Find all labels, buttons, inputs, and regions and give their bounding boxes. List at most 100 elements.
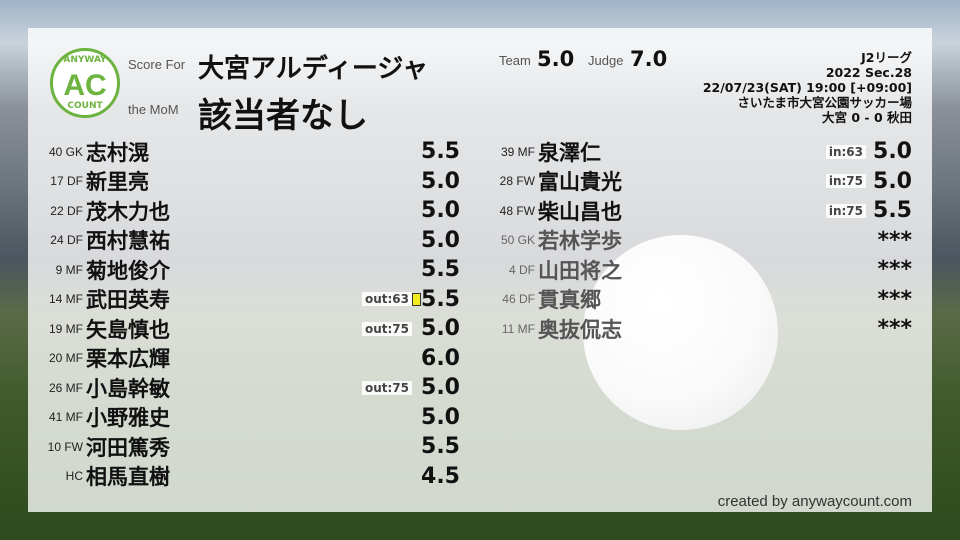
player-row: 24 DF 西村慧祐 5.0 bbox=[36, 226, 460, 255]
player-row: 48 FW 柴山昌也 5.5 in:75 bbox=[488, 196, 912, 225]
player-row: 22 DF 茂木力也 5.0 bbox=[36, 196, 460, 225]
player-number-position: 19 MF bbox=[48, 321, 83, 336]
player-score: 5.0 bbox=[421, 316, 460, 341]
player-number-position: 40 GK bbox=[48, 144, 83, 159]
player-score: *** bbox=[877, 316, 912, 341]
mom-value: 該当者なし bbox=[198, 96, 368, 136]
judge-score: 7.0 bbox=[630, 47, 668, 71]
player-score: 6.0 bbox=[421, 345, 460, 371]
player-row: 41 MF 小野雅史 5.0 bbox=[36, 403, 460, 432]
player-name: 茂木力也 bbox=[86, 199, 170, 224]
player-name: 富山貴光 bbox=[538, 170, 622, 194]
player-score: 5.5 bbox=[421, 139, 460, 164]
player-row: 9 MF 菊地俊介 5.5 bbox=[36, 255, 460, 284]
player-score: 5.0 bbox=[421, 168, 460, 194]
player-name: 栗本広輝 bbox=[86, 347, 170, 371]
player-name: 矢島慎也 bbox=[86, 317, 170, 342]
player-name: 貫真郷 bbox=[538, 288, 601, 312]
player-number-position: 22 DF bbox=[50, 203, 83, 218]
player-name: 泉澤仁 bbox=[538, 140, 601, 165]
player-name: 奥抜侃志 bbox=[538, 317, 622, 342]
player-row: 46 DF 貫真郷 *** bbox=[488, 285, 912, 314]
player-row: 50 GK 若林学歩 *** bbox=[488, 226, 912, 255]
substitution-tag: out:75 bbox=[361, 380, 412, 395]
player-score: 4.5 bbox=[421, 463, 460, 489]
logo-center-text: AC bbox=[63, 69, 107, 102]
player-score: 5.0 bbox=[873, 139, 912, 164]
player-row: 14 MF 武田英寿 5.5 out:63 bbox=[36, 285, 460, 314]
player-row: 20 MF 栗本広輝 6.0 bbox=[36, 344, 460, 373]
team-label: Team bbox=[499, 53, 531, 68]
logo-top-text: ANYWAY bbox=[63, 55, 107, 65]
player-row: 40 GK 志村滉 5.5 bbox=[36, 137, 460, 166]
player-number-position: 11 MF bbox=[501, 321, 535, 336]
substitution-tag: out:63 bbox=[361, 292, 412, 306]
player-row: 11 MF 奥抜侃志 *** bbox=[488, 314, 912, 343]
substitution-tag: in:75 bbox=[825, 174, 866, 188]
player-name: 小野雅史 bbox=[86, 406, 170, 430]
player-number-position: 46 DF bbox=[502, 292, 535, 306]
team-name: 大宮アルディージャ bbox=[198, 54, 429, 84]
player-row: 19 MF 矢島慎也 5.0 out:75 bbox=[36, 314, 460, 343]
player-score: 5.5 bbox=[873, 198, 912, 223]
player-name: 小島幹敏 bbox=[86, 376, 170, 401]
substitution-tag: in:75 bbox=[825, 203, 866, 218]
player-score: *** bbox=[877, 257, 912, 282]
match-info: J2リーグ 2022 Sec.28 22/07/23(SAT) 19:00 [+… bbox=[703, 50, 912, 125]
player-name: 相馬直樹 bbox=[86, 465, 170, 489]
datetime: 22/07/23(SAT) 19:00 [+09:00] bbox=[702, 80, 912, 95]
player-row: 39 MF 泉澤仁 5.0 in:63 bbox=[488, 137, 912, 166]
player-row: HC 相馬直樹 4.5 bbox=[36, 462, 460, 491]
league: J2リーグ bbox=[861, 50, 912, 65]
player-number-position: 48 FW bbox=[499, 203, 535, 218]
logo-bottom-text: COUNT bbox=[67, 101, 103, 111]
player-number-position: 10 FW bbox=[47, 439, 83, 454]
player-number-position: 28 FW bbox=[499, 174, 535, 188]
rating-panel bbox=[28, 28, 932, 512]
player-score: 5.0 bbox=[421, 375, 460, 400]
player-row: 10 FW 河田篤秀 5.5 bbox=[36, 432, 460, 461]
player-name: 河田篤秀 bbox=[86, 435, 170, 460]
player-number-position: 14 MF bbox=[48, 292, 83, 306]
result: 大宮 0 - 0 秋田 bbox=[822, 110, 912, 125]
player-score: *** bbox=[877, 286, 912, 312]
player-name: 新里亮 bbox=[86, 170, 149, 194]
player-number-position: HC bbox=[65, 469, 83, 483]
player-number-position: 17 DF bbox=[50, 174, 83, 188]
section: 2022 Sec.28 bbox=[825, 65, 912, 80]
player-score: 5.0 bbox=[421, 198, 460, 223]
player-number-position: 39 MF bbox=[500, 144, 535, 159]
player-score: 5.0 bbox=[421, 404, 460, 430]
player-score: 5.5 bbox=[421, 257, 460, 282]
player-score: *** bbox=[877, 227, 912, 253]
judge-label: Judge bbox=[588, 53, 624, 68]
player-score: 5.5 bbox=[421, 286, 460, 312]
substitution-tag: in:63 bbox=[825, 144, 866, 159]
player-number-position: 24 DF bbox=[50, 233, 83, 247]
player-score: 5.5 bbox=[421, 434, 460, 459]
player-number-position: 20 MF bbox=[48, 351, 83, 365]
player-row: 17 DF 新里亮 5.0 bbox=[36, 167, 460, 196]
player-name: 志村滉 bbox=[86, 140, 149, 165]
player-name: 西村慧祐 bbox=[86, 229, 170, 253]
player-number-position: 4 DF bbox=[508, 262, 535, 277]
player-name: 若林学歩 bbox=[538, 229, 622, 253]
player-name: 柴山昌也 bbox=[538, 199, 622, 224]
player-name: 菊地俊介 bbox=[86, 258, 170, 283]
mom-label: the MoM bbox=[128, 102, 179, 117]
team-score: 5.0 bbox=[537, 47, 575, 71]
player-score: 5.0 bbox=[421, 227, 460, 253]
player-number-position: 41 MF bbox=[48, 410, 83, 424]
score-for-label: Score For bbox=[128, 57, 186, 72]
player-row: 26 MF 小島幹敏 5.0 out:75 bbox=[36, 373, 460, 402]
substitution-tag: out:75 bbox=[361, 321, 412, 336]
player-name: 武田英寿 bbox=[86, 288, 170, 312]
player-row: 4 DF 山田将之 *** bbox=[488, 255, 912, 284]
player-number-position: 26 MF bbox=[48, 380, 83, 395]
player-name: 山田将之 bbox=[538, 258, 622, 283]
player-number-position: 50 GK bbox=[500, 233, 535, 247]
player-row: 28 FW 富山貴光 5.0 in:75 bbox=[488, 167, 912, 196]
player-number-position: 9 MF bbox=[55, 262, 83, 277]
venue: さいたま市大宮公園サッカー場 bbox=[737, 95, 912, 110]
player-score: 5.0 bbox=[873, 168, 912, 194]
